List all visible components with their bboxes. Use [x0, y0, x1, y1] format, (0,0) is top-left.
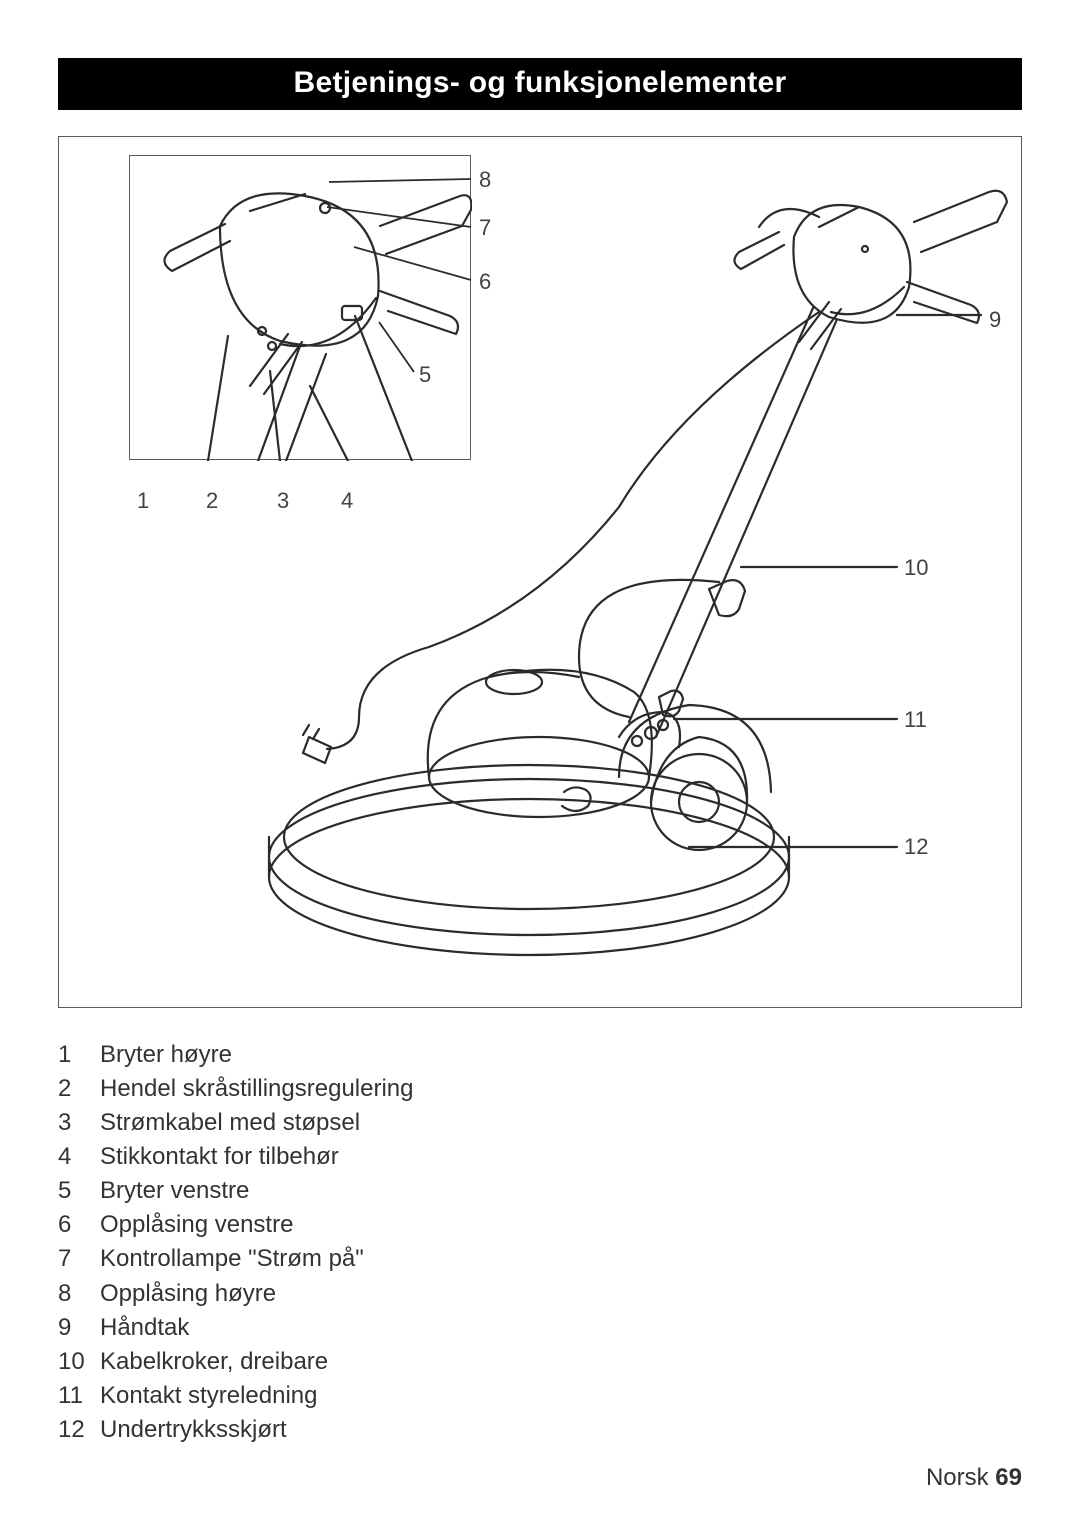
- diagram-container: 8 7 6 5 9 10 11 12 1 2 3 4: [58, 136, 1022, 1008]
- legend-label: Kontrollampe "Strøm på": [100, 1242, 364, 1276]
- legend-num: 1: [58, 1038, 100, 1072]
- legend-num: 3: [58, 1106, 100, 1140]
- legend-item: 2Hendel skråstillingsregulering: [58, 1072, 1022, 1106]
- callout-8: 8: [479, 167, 491, 193]
- legend-label: Undertrykksskjørt: [100, 1413, 287, 1447]
- callout-10: 10: [904, 555, 928, 581]
- legend-num: 12: [58, 1413, 100, 1447]
- callout-1: 1: [137, 488, 149, 514]
- page-footer: Norsk 69: [926, 1464, 1022, 1492]
- legend-item: 9Håndtak: [58, 1311, 1022, 1345]
- legend-num: 5: [58, 1174, 100, 1208]
- legend-num: 4: [58, 1140, 100, 1174]
- legend-label: Hendel skråstillingsregulering: [100, 1072, 414, 1106]
- callout-5: 5: [419, 362, 431, 388]
- legend-label: Kontakt styreledning: [100, 1379, 317, 1413]
- legend-num: 6: [58, 1208, 100, 1242]
- legend-label: Kabelkroker, dreibare: [100, 1345, 328, 1379]
- inset-detail: [129, 155, 471, 460]
- callout-9: 9: [989, 307, 1001, 333]
- legend-num: 8: [58, 1277, 100, 1311]
- legend-item: 11Kontakt styreledning: [58, 1379, 1022, 1413]
- legend-item: 7Kontrollampe "Strøm på": [58, 1242, 1022, 1276]
- legend-num: 11: [58, 1379, 100, 1413]
- callout-6: 6: [479, 269, 491, 295]
- inset-illustration: [130, 156, 472, 461]
- legend-num: 2: [58, 1072, 100, 1106]
- callout-3: 3: [277, 488, 289, 514]
- legend-num: 10: [58, 1345, 100, 1379]
- legend-item: 8Opplåsing høyre: [58, 1277, 1022, 1311]
- footer-page-number: 69: [995, 1464, 1022, 1491]
- legend-label: Bryter høyre: [100, 1038, 232, 1072]
- legend-item: 5Bryter venstre: [58, 1174, 1022, 1208]
- callout-2: 2: [206, 488, 218, 514]
- callout-11: 11: [904, 707, 927, 733]
- legend-num: 9: [58, 1311, 100, 1345]
- legend-num: 7: [58, 1242, 100, 1276]
- legend-label: Strømkabel med støpsel: [100, 1106, 360, 1140]
- legend-label: Håndtak: [100, 1311, 189, 1345]
- legend-label: Opplåsing høyre: [100, 1277, 276, 1311]
- section-title: Betjenings- og funksjonelementer: [58, 58, 1022, 110]
- legend-item: 10Kabelkroker, dreibare: [58, 1345, 1022, 1379]
- legend-label: Bryter venstre: [100, 1174, 249, 1208]
- callout-12: 12: [904, 834, 928, 860]
- callout-4: 4: [341, 488, 353, 514]
- legend-list: 1Bryter høyre 2Hendel skråstillingsregul…: [58, 1038, 1022, 1447]
- legend-label: Opplåsing venstre: [100, 1208, 293, 1242]
- legend-item: 1Bryter høyre: [58, 1038, 1022, 1072]
- callout-7: 7: [479, 215, 491, 241]
- legend-item: 6Opplåsing venstre: [58, 1208, 1022, 1242]
- legend-item: 4Stikkontakt for tilbehør: [58, 1140, 1022, 1174]
- footer-language: Norsk: [926, 1464, 989, 1491]
- legend-label: Stikkontakt for tilbehør: [100, 1140, 339, 1174]
- legend-item: 12Undertrykksskjørt: [58, 1413, 1022, 1447]
- legend-item: 3Strømkabel med støpsel: [58, 1106, 1022, 1140]
